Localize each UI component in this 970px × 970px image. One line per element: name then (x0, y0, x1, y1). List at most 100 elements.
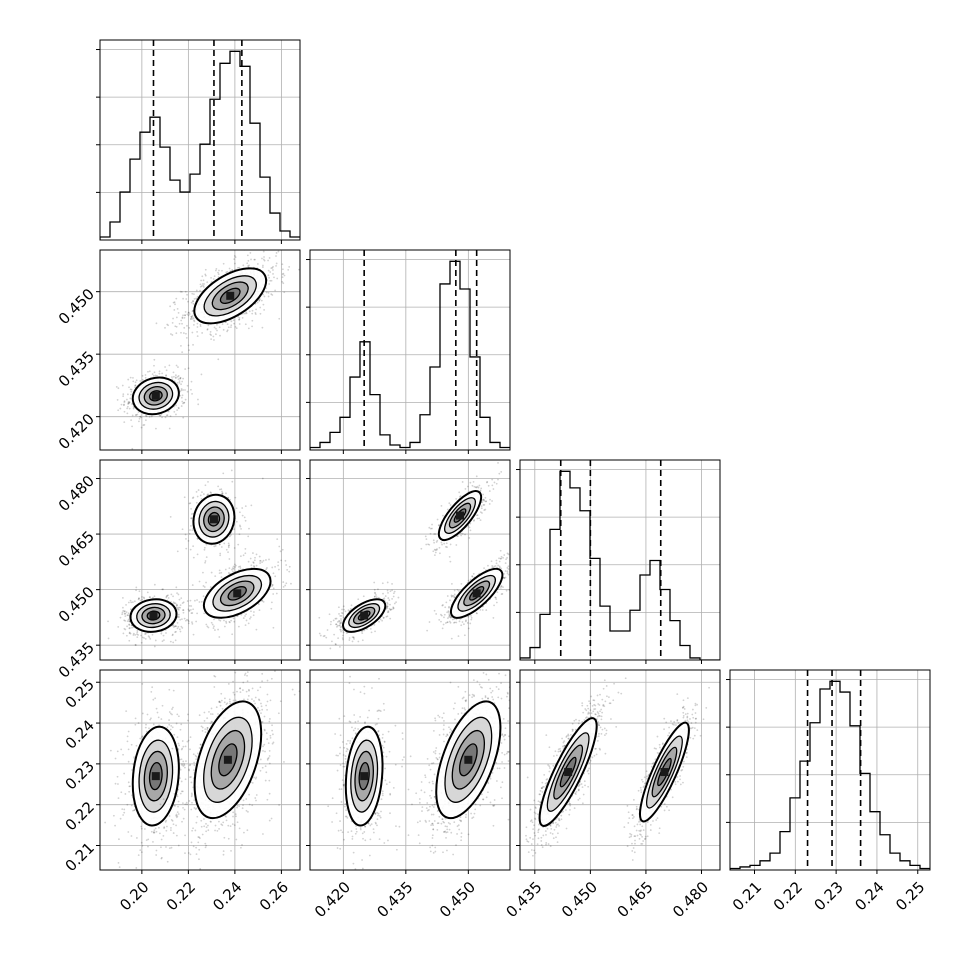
sample-point (181, 763, 183, 765)
sample-point (188, 532, 191, 535)
sample-point (209, 820, 212, 823)
sample-point (284, 584, 287, 587)
sample-point (150, 415, 153, 418)
sample-point (176, 811, 179, 814)
sample-point (201, 283, 204, 285)
sample-point (175, 297, 178, 300)
sample-point (357, 640, 360, 643)
sample-point (177, 375, 180, 377)
sample-point (213, 675, 216, 677)
sample-point (288, 565, 291, 568)
sample-point (230, 469, 233, 472)
sample-point (131, 626, 133, 629)
sample-point (133, 756, 136, 759)
sample-point (185, 760, 187, 763)
sample-point (238, 805, 241, 808)
sample-point (193, 319, 195, 322)
sample-point (187, 713, 189, 716)
sample-point (247, 560, 250, 563)
panel-2-2 (516, 459, 721, 664)
sample-point (269, 665, 271, 667)
sample-point (170, 846, 173, 849)
sample-point (168, 711, 171, 713)
sample-point (233, 693, 236, 696)
sample-point (244, 657, 246, 659)
sample-point (133, 600, 136, 603)
sample-point (126, 735, 129, 738)
sample-point (144, 374, 147, 376)
sample-point (188, 604, 191, 607)
sample-point (239, 511, 241, 514)
sample-point (268, 718, 271, 720)
sample-point (235, 327, 238, 330)
sample-point (215, 267, 218, 270)
sample-point (140, 641, 143, 644)
sample-point (119, 817, 122, 820)
sample-point (373, 595, 376, 598)
sample-point (303, 566, 305, 568)
sample-point (188, 768, 190, 771)
sample-point (134, 723, 137, 726)
sample-point (191, 497, 194, 500)
sample-point (129, 785, 132, 788)
sample-point (145, 839, 148, 842)
sample-point (192, 545, 195, 548)
sample-point (153, 829, 156, 832)
sample-point (247, 535, 250, 538)
sample-point (285, 582, 288, 585)
sample-point (373, 591, 376, 594)
sample-point (184, 852, 186, 854)
sample-point (219, 704, 222, 707)
sample-point (199, 289, 201, 292)
sample-point (210, 276, 212, 279)
sample-point (272, 733, 274, 736)
sample-point (339, 628, 342, 631)
sample-point (262, 745, 264, 748)
sample-point (127, 618, 130, 621)
sample-point (177, 813, 180, 815)
sample-point (181, 802, 184, 804)
sample-point (176, 376, 179, 378)
sample-point (214, 829, 216, 832)
sample-point (195, 758, 198, 761)
sample-point (190, 301, 193, 304)
sample-point (351, 640, 354, 643)
sample-point (176, 615, 179, 618)
sample-point (190, 605, 193, 607)
sample-point (230, 326, 232, 329)
sample-point (246, 254, 249, 257)
sample-point (258, 709, 261, 712)
sample-point (247, 327, 250, 330)
sample-point (192, 608, 195, 611)
sample-point (204, 273, 207, 276)
sample-point (267, 295, 270, 298)
sample-point (182, 297, 184, 300)
sample-point (123, 401, 126, 404)
sample-point (141, 683, 144, 685)
sample-point (163, 639, 165, 641)
panel-frame (519, 459, 721, 661)
sample-point (274, 575, 277, 578)
sample-point (379, 618, 382, 621)
sample-point (223, 625, 226, 628)
sample-point (229, 621, 231, 624)
sample-point (190, 316, 193, 319)
sample-point (286, 568, 289, 571)
sample-point (180, 780, 183, 783)
sample-point (201, 729, 204, 732)
sample-point (180, 405, 183, 407)
sample-point (392, 595, 395, 598)
sample-point (232, 319, 235, 322)
sample-point (152, 698, 155, 701)
sample-point (175, 364, 178, 367)
sample-point (129, 599, 132, 602)
sample-point (158, 885, 160, 887)
sample-point (131, 769, 133, 771)
sample-point (192, 317, 195, 319)
sample-point (345, 632, 348, 634)
sample-point (258, 555, 261, 558)
sample-point (254, 311, 257, 314)
sample-point (203, 283, 205, 285)
sample-point (192, 324, 195, 326)
sample-point (186, 390, 189, 393)
